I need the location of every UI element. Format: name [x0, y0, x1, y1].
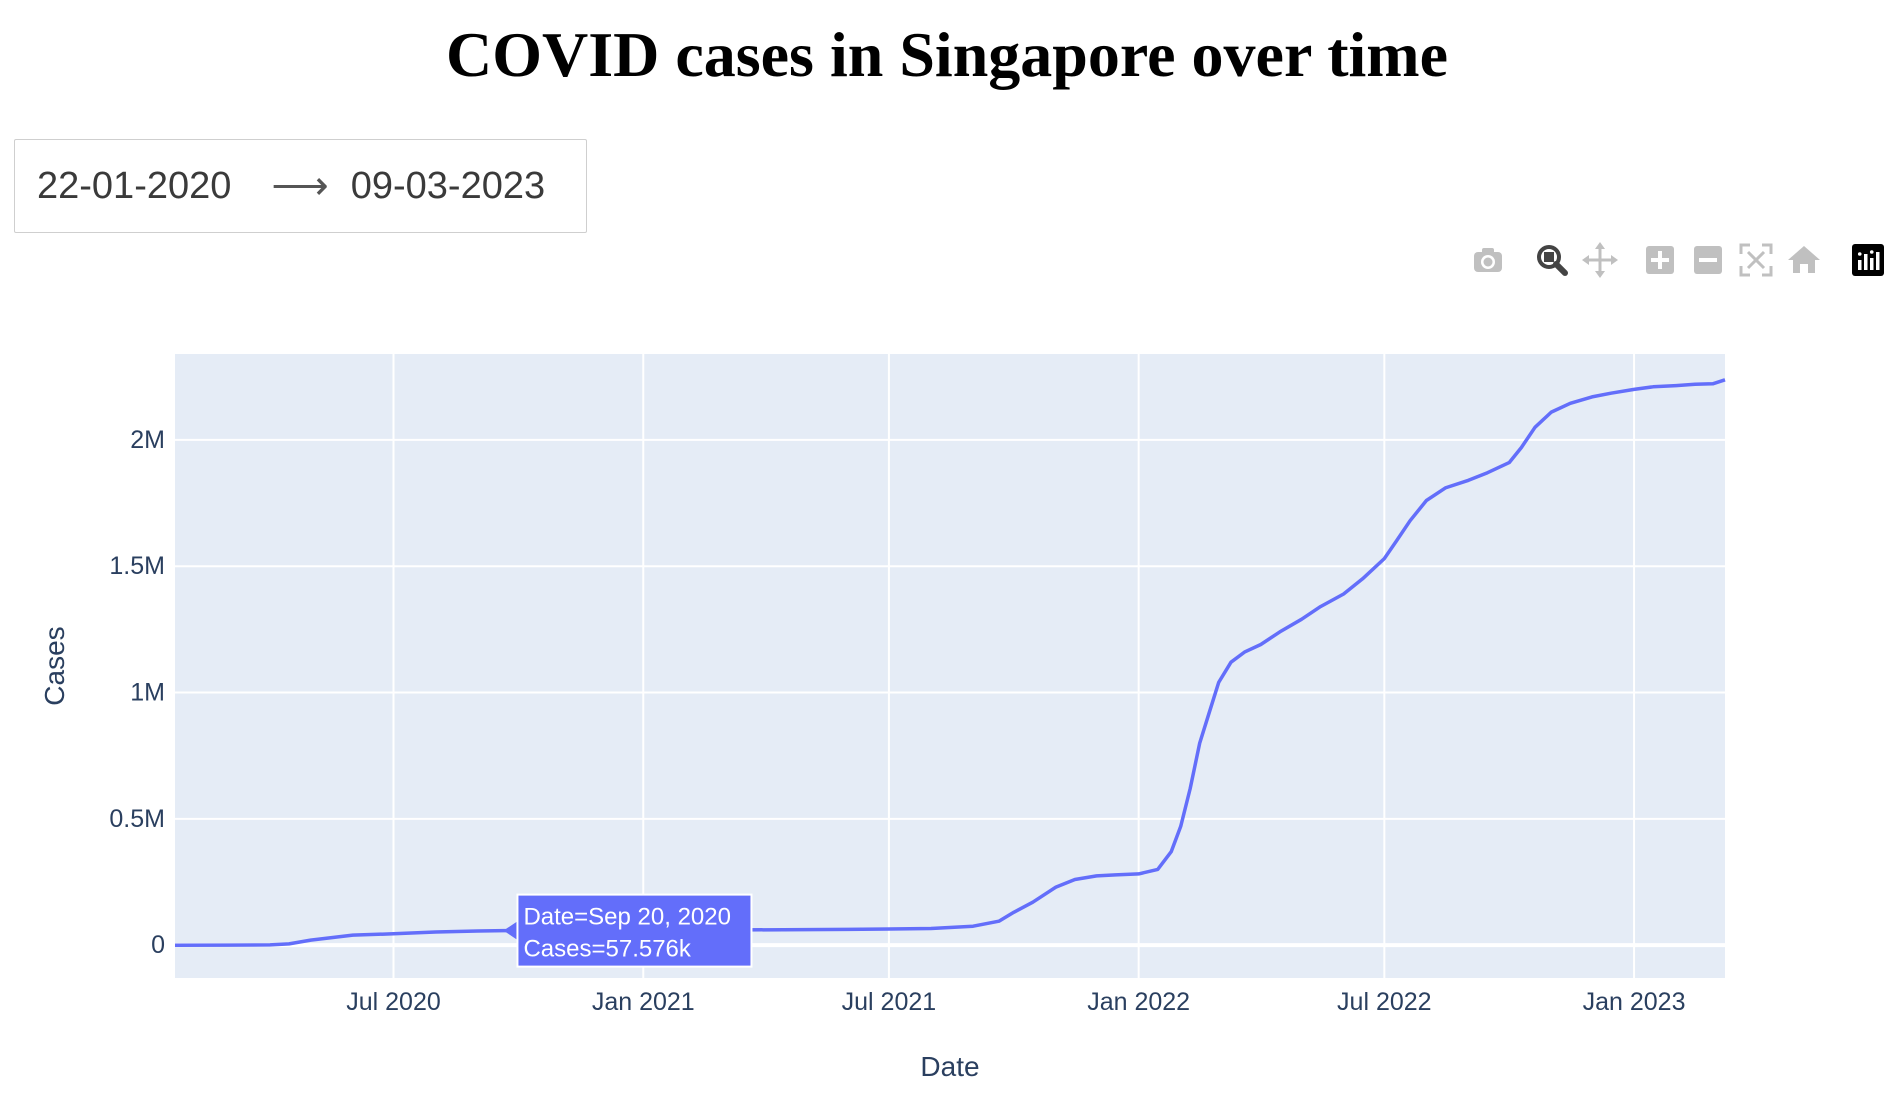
x-axis-title: Date: [920, 1051, 979, 1082]
x-tick-label: Jan 2021: [592, 988, 695, 1016]
start-date-input[interactable]: 22-01-2020: [37, 164, 232, 207]
tooltip-pointer: [503, 920, 519, 941]
modebar: [1450, 240, 1890, 280]
date-range-picker[interactable]: 22-01-2020 ⟶ 09-03-2023: [14, 139, 587, 233]
arrow-right-icon: ⟶: [271, 164, 329, 208]
tooltip-cases: Cases=57.576k: [523, 936, 691, 963]
page-title: COVID cases in Singapore over time: [445, 19, 1449, 90]
plotly-logo-icon[interactable]: [1848, 240, 1888, 280]
x-tick-label: Jul 2020: [346, 988, 441, 1016]
y-tick-label: 0.5M: [109, 805, 165, 833]
autoscale-icon[interactable]: [1736, 240, 1776, 280]
y-tick-label: 1.5M: [109, 552, 165, 580]
x-tick-label: Jul 2021: [842, 988, 937, 1016]
x-tick-label: Jul 2022: [1337, 988, 1432, 1016]
covid-cases-chart[interactable]: Jul 2020 Jan 2021 Jul 2021 Jan 2022 Jul 2022…: [0, 300, 1894, 1106]
x-tick-label: Jan 2023: [1583, 988, 1686, 1016]
plot-area: [175, 354, 1725, 978]
tooltip-date: Date=Sep 20, 2020: [523, 904, 731, 931]
x-tick-label: Jan 2022: [1087, 988, 1190, 1016]
tooltip-box: [516, 893, 753, 968]
zoom-in-icon[interactable]: [1640, 240, 1680, 280]
end-date-input[interactable]: 09-03-2023: [350, 164, 546, 207]
y-tick-label: 0: [151, 931, 165, 959]
zoom-icon[interactable]: [1532, 240, 1572, 280]
zoom-out-icon[interactable]: [1688, 240, 1728, 280]
y-axis-title: Cases: [39, 626, 70, 705]
y-tick-label: 2M: [130, 426, 165, 454]
camera-icon[interactable]: [1468, 240, 1508, 280]
pan-icon[interactable]: [1580, 240, 1620, 280]
reset-axes-icon[interactable]: [1784, 240, 1824, 280]
y-tick-label: 1M: [130, 679, 165, 707]
hover-tooltip: Date=Sep 20, 2020 Cases=57.576k: [503, 893, 753, 968]
